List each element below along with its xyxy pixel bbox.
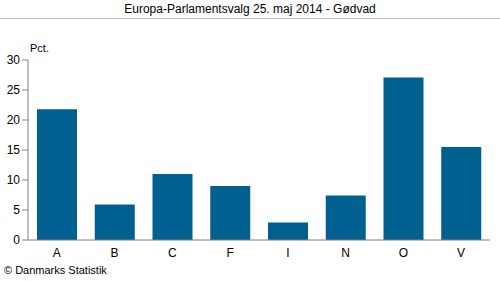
svg-text:25: 25	[8, 83, 20, 97]
svg-text:20: 20	[8, 113, 20, 127]
svg-text:F: F	[226, 246, 233, 260]
svg-text:C: C	[168, 246, 177, 260]
svg-text:30: 30	[8, 53, 20, 67]
html-text:Pct.: Pct.	[30, 42, 49, 54]
svg-text:V: V	[457, 246, 465, 260]
svg-text:A: A	[53, 246, 61, 260]
svg-text:B: B	[111, 246, 119, 260]
svg-text:15: 15	[8, 143, 20, 157]
svg-text:N: N	[341, 246, 350, 260]
svg-text:5: 5	[13, 203, 20, 217]
svg-text:10: 10	[8, 173, 20, 187]
svg-text:0: 0	[13, 233, 20, 247]
svg-text:I: I	[286, 246, 289, 260]
svg-text:O: O	[399, 246, 408, 260]
html-text:© Danmarks Statistik: © Danmarks Statistik	[4, 264, 107, 276]
html-text:Europa-Parlamentsvalg 25. maj: Europa-Parlamentsvalg 25. maj 2014 - Gød…	[124, 2, 376, 16]
